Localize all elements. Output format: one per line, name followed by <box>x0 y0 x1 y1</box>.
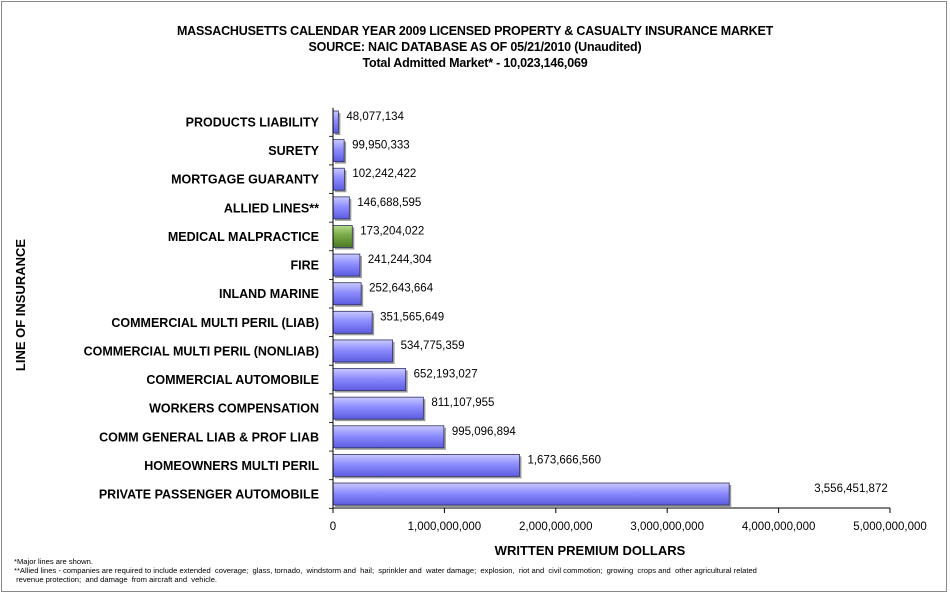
bar <box>332 196 350 220</box>
bar <box>332 339 393 363</box>
value-label: 102,242,422 <box>352 168 416 180</box>
bar <box>332 282 362 306</box>
value-label: 173,204,022 <box>360 225 424 237</box>
bar <box>332 310 373 334</box>
value-label: 351,565,649 <box>380 311 444 323</box>
value-label: 252,643,664 <box>369 283 434 295</box>
value-label: 811,107,955 <box>431 397 494 409</box>
category-label: HOMEOWNERS MULTI PERIL <box>144 459 319 473</box>
footnote-allied-lines-cont: revenue protection; and damage from airc… <box>14 575 218 584</box>
chart-subtitle: SOURCE: NAIC DATABASE AS OF 05/21/2010 (… <box>308 40 642 54</box>
x-axis-title: WRITTEN PREMIUM DOLLARS <box>495 543 686 558</box>
value-label: 3,556,451,872 <box>814 483 888 495</box>
category-label: COMMERCIAL AUTOMOBILE <box>146 373 319 387</box>
value-label: 534,775,359 <box>401 340 465 352</box>
value-label: 99,950,333 <box>352 140 410 152</box>
x-tick-label: 5,000,000,000 <box>853 521 927 533</box>
x-tick-label: 2,000,000,000 <box>519 521 593 533</box>
x-tick-label: 0 <box>330 521 336 533</box>
category-label: INLAND MARINE <box>219 287 319 301</box>
bar <box>332 368 407 391</box>
bar <box>332 253 361 277</box>
chart-total-market: Total Admitted Market* - 10,023,146,069 <box>362 56 588 70</box>
value-label: 48,077,134 <box>346 111 404 123</box>
axis-layer: PRODUCTS LIABILITY 48,077,134 SURETY 99,950… <box>84 107 927 533</box>
footnote-major-lines: *Major lines are shown. <box>14 557 93 566</box>
category-label: COMM GENERAL LIAB & PROF LIAB <box>99 430 319 444</box>
value-label: 241,244,304 <box>368 254 433 266</box>
bar <box>332 482 730 506</box>
category-label: COMMERCIAL MULTI PERIL (LIAB) <box>111 316 319 330</box>
x-tick-label: 4,000,000,000 <box>742 521 816 533</box>
category-label: PRIVATE PASSENGER AUTOMOBILE <box>99 488 319 502</box>
x-tick-label: 1,000,000,000 <box>408 521 482 533</box>
category-label: MORTGAGE GUARANTY <box>171 173 320 187</box>
bars-layer <box>332 110 732 507</box>
category-label: COMMERCIAL MULTI PERIL (NONLIAB) <box>84 344 319 358</box>
value-label: 652,193,027 <box>414 369 478 381</box>
category-label: FIRE <box>291 259 319 273</box>
category-label: SURETY <box>268 144 319 158</box>
x-tick-label: 3,000,000,000 <box>630 521 704 533</box>
y-axis-title: LINE OF INSURANCE <box>13 239 28 372</box>
bar <box>332 139 345 163</box>
bar <box>332 225 353 248</box>
footnote-allied-lines: **Allied lines - companies are required … <box>14 566 757 575</box>
bar <box>332 167 345 191</box>
category-label: ALLIED LINES** <box>224 201 319 215</box>
category-label: MEDICAL MALPRACTICE <box>168 230 319 244</box>
bar <box>332 396 424 420</box>
bar <box>332 110 339 134</box>
value-label: 146,688,595 <box>357 197 421 209</box>
value-label: 1,673,666,560 <box>527 454 601 466</box>
value-label: 995,096,894 <box>452 426 517 438</box>
chart-title: MASSACHUSETTS CALENDAR YEAR 2009 LICENSE… <box>176 24 774 38</box>
category-label: WORKERS COMPENSATION <box>149 402 319 416</box>
bar <box>332 453 520 477</box>
bar <box>332 425 445 449</box>
category-label: PRODUCTS LIABILITY <box>186 116 320 130</box>
